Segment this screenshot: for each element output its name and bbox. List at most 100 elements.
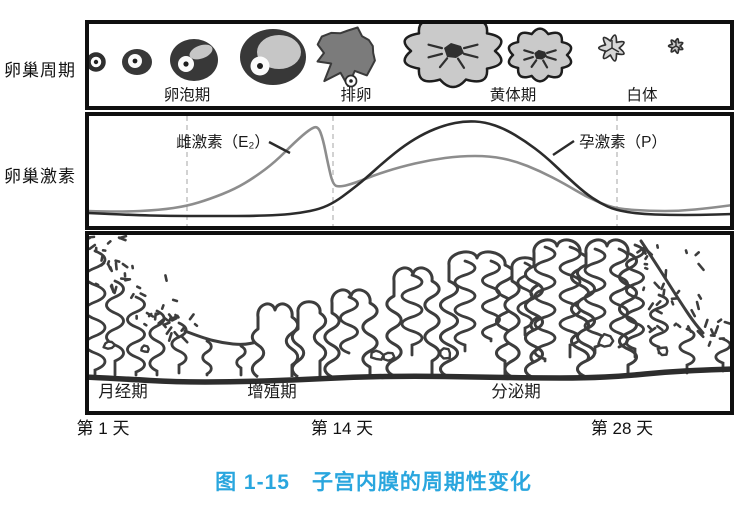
shedding-tissue-fragment bbox=[690, 308, 697, 318]
shedding-tissue-fragment bbox=[88, 243, 97, 251]
gland-column bbox=[385, 266, 441, 378]
stroma-blob bbox=[597, 332, 615, 348]
ovarian-hormones-panel-frame bbox=[85, 112, 734, 230]
primordial-icon bbox=[86, 52, 106, 72]
shedding-tissue-fragment bbox=[695, 300, 701, 311]
ruptured-icon bbox=[316, 26, 376, 88]
gland-squiggle bbox=[148, 309, 166, 377]
follicular-phase-label: 卵泡期 bbox=[164, 86, 211, 104]
secretory-phase-label: 分泌期 bbox=[491, 382, 541, 401]
corpus-luteum-icon bbox=[403, 20, 503, 89]
shedding-tissue-fragment bbox=[670, 300, 675, 306]
gland-squiggle bbox=[583, 247, 607, 355]
gland-squiggle bbox=[714, 337, 732, 373]
figure-caption: 图 1-15 子宫内膜的周期性变化 bbox=[0, 466, 747, 496]
hormone-curves bbox=[86, 116, 734, 226]
corpus-albicans-label: 白体 bbox=[626, 86, 658, 104]
shedding-tissue-fragment bbox=[703, 318, 709, 328]
endometrium-surface-line bbox=[639, 239, 705, 335]
shedding-tissue-fragment bbox=[642, 248, 647, 256]
shedding-tissue-fragment bbox=[110, 283, 115, 294]
shedding-tissue-fragment bbox=[165, 326, 173, 335]
gland-squiggle bbox=[453, 259, 477, 353]
day-14-axis-label: 第 14 天 bbox=[310, 419, 374, 438]
endometrium-panel-frame bbox=[85, 231, 734, 415]
progesterone-curve-label: 孕激素（P） bbox=[579, 133, 667, 151]
stroma-blob bbox=[102, 340, 117, 350]
figure-title: 子宫内膜的周期性变化 bbox=[311, 471, 532, 494]
graafian-icon bbox=[240, 29, 306, 85]
shedding-tissue-fragment bbox=[180, 335, 189, 344]
figure-number: 图 1-15 bbox=[215, 471, 290, 494]
shedding-tissue-fragment bbox=[160, 304, 165, 310]
shedding-tissue-fragment bbox=[167, 313, 175, 321]
gland-squiggle bbox=[649, 293, 669, 355]
shedding-tissue-fragment bbox=[174, 313, 180, 319]
gland-squiggle bbox=[558, 245, 582, 359]
progesterone-leader-line bbox=[552, 140, 575, 156]
gland-column bbox=[250, 302, 300, 379]
shedding-tissue-fragment bbox=[114, 259, 121, 263]
shedding-tissue-fragment bbox=[636, 246, 645, 254]
shedding-tissue-fragment bbox=[135, 285, 142, 290]
ovarian-cycle-row-label: 卵巢周期 bbox=[4, 61, 76, 80]
corpus-albicans-tiny-icon bbox=[667, 37, 684, 55]
shedding-tissue-fragment bbox=[696, 329, 705, 339]
gland-column bbox=[323, 288, 379, 379]
stroma-blob bbox=[140, 344, 150, 354]
menstrual-phase-label: 月经期 bbox=[98, 382, 148, 401]
shedding-tissue-fragment bbox=[662, 288, 666, 296]
hormone-curves-figure: 雌激素（E₂） 孕激素（P） bbox=[85, 112, 734, 230]
gland-squiggle bbox=[235, 344, 247, 377]
ovarian-cycle-panel: 卵泡期 排卵 黄体期 白体 bbox=[85, 20, 734, 110]
estrogen-leader-line bbox=[268, 140, 291, 155]
shedding-tissue-fragment bbox=[697, 262, 705, 272]
shedding-tissue-fragment bbox=[147, 312, 153, 318]
stroma-blob bbox=[656, 346, 669, 357]
shedding-tissue-fragment bbox=[647, 302, 655, 311]
ovarian-cycle-panel-frame bbox=[85, 20, 734, 110]
gland-squiggle bbox=[678, 327, 696, 375]
basal-layer-line bbox=[85, 366, 734, 385]
gland-squiggle bbox=[126, 295, 146, 377]
stroma-blob bbox=[382, 351, 396, 362]
shedding-tissue-fragment bbox=[171, 298, 179, 303]
shedding-tissue-fragment bbox=[100, 255, 104, 262]
follicle-icons bbox=[86, 20, 684, 89]
shedding-tissue-fragment bbox=[694, 251, 700, 257]
shedding-tissue-fragment bbox=[143, 322, 148, 327]
day-28-axis-label: 第 28 天 bbox=[590, 419, 654, 438]
shedding-tissue-fragment bbox=[656, 324, 664, 332]
shedding-tissue-fragment bbox=[646, 249, 654, 256]
ovarian-hormones-panel: 雌激素（E₂） 孕激素（P） bbox=[85, 112, 734, 230]
estrogen-curve-label: 雌激素（E₂） bbox=[176, 133, 270, 151]
shedding-tissue-fragment bbox=[644, 255, 649, 261]
gland-squiggle bbox=[105, 279, 125, 377]
shedding-tissue-fragment bbox=[121, 262, 129, 269]
shedding-tissue-fragment bbox=[164, 274, 168, 282]
corpus-luteum-icon bbox=[507, 27, 573, 83]
secondary-icon bbox=[170, 39, 218, 81]
shedding-tissue-fragment bbox=[664, 268, 668, 280]
endometrium-surface-line bbox=[183, 329, 259, 346]
gland-column bbox=[438, 250, 516, 379]
shedding-tissue-fragment bbox=[114, 261, 118, 271]
shedding-tissue-fragment bbox=[168, 316, 172, 323]
shedding-tissue-fragment bbox=[642, 286, 646, 292]
ovarian-hormones-row-label: 卵巢激素 bbox=[4, 167, 76, 186]
gland-squiggle bbox=[533, 245, 557, 363]
shedding-tissue-fragment bbox=[644, 266, 649, 271]
endometrium-glands bbox=[85, 234, 734, 385]
gland-column bbox=[290, 300, 328, 379]
shedding-tissue-fragment bbox=[655, 300, 662, 307]
gland-squiggle bbox=[400, 273, 424, 357]
shedding-tissue-fragment bbox=[118, 234, 128, 240]
shedding-tissue-fragment bbox=[676, 289, 681, 295]
gland-squiggle bbox=[609, 247, 629, 349]
shedding-tissue-fragment bbox=[648, 326, 657, 334]
shedding-tissue-fragment bbox=[673, 322, 678, 327]
shedding-tissue-fragment bbox=[109, 266, 114, 273]
ovarian-cycle-figure: 卵泡期 排卵 黄体期 白体 bbox=[85, 20, 734, 110]
gland-squiggle bbox=[339, 295, 359, 355]
